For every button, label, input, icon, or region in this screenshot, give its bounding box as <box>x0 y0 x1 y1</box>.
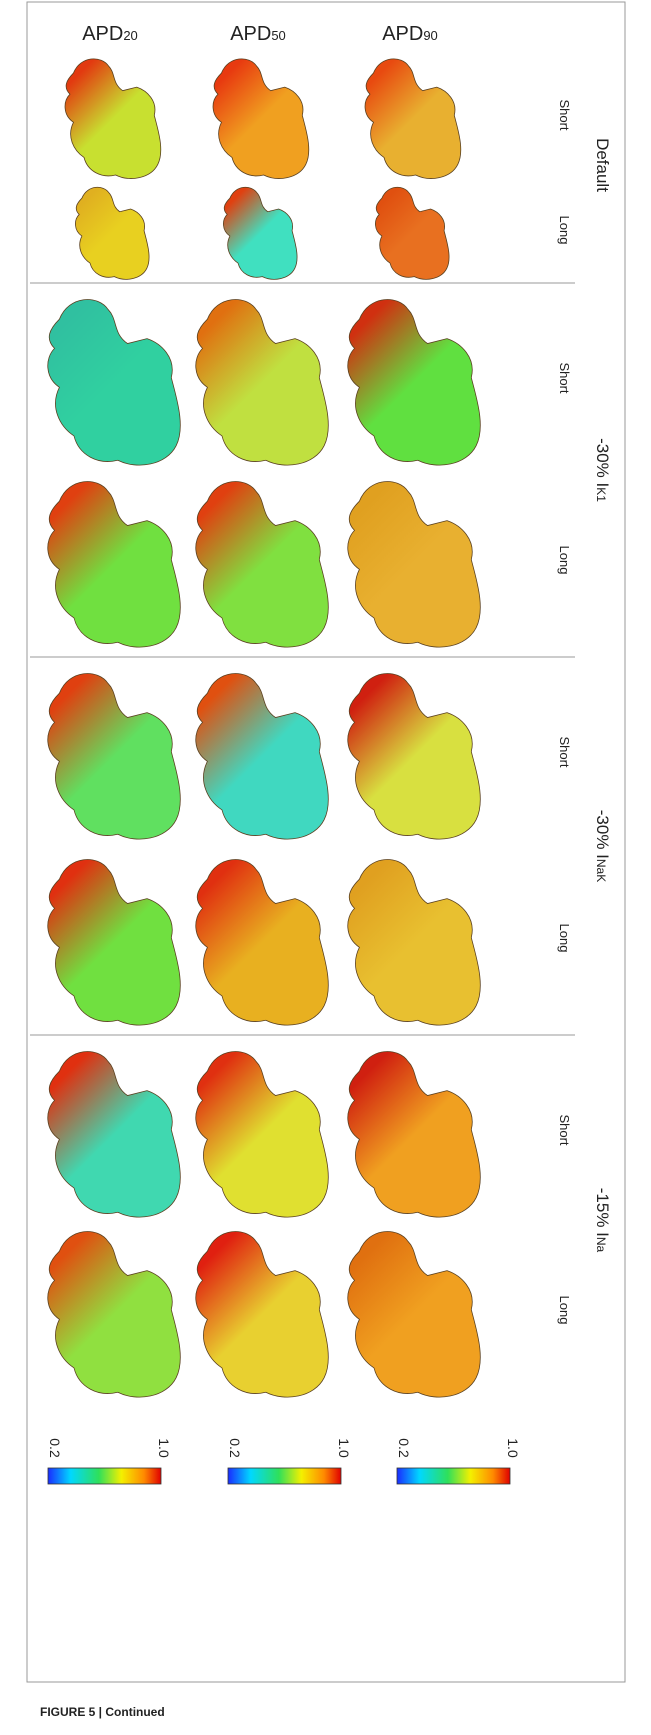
column-header: APD90 <box>382 23 438 45</box>
heart-map <box>48 1231 181 1397</box>
heart-map <box>65 59 161 179</box>
heart-map <box>48 1051 181 1217</box>
figure: FIGURE 5 | Continued APD20 APD50 APD90 Defa… <box>0 0 651 1735</box>
column-header: APD50 <box>230 23 286 45</box>
heart-map <box>348 1051 481 1217</box>
heart-map <box>48 673 181 839</box>
group-label: -15% INa <box>593 1188 612 1253</box>
group-label: -30% IK1 <box>593 438 612 502</box>
heart-map <box>348 859 481 1025</box>
row-label: Short <box>557 99 572 130</box>
heart-map <box>75 187 149 279</box>
heart-map <box>365 59 461 179</box>
column-header: APD20 <box>82 23 138 45</box>
heart-map <box>196 673 329 839</box>
colorbar <box>48 1468 161 1484</box>
heart-map <box>196 1051 329 1217</box>
row-label: Long <box>557 1296 572 1325</box>
heart-map <box>348 481 481 647</box>
heart-map <box>348 673 481 839</box>
colorbar-min: 0.2 <box>47 1438 63 1458</box>
heart-map <box>48 481 181 647</box>
heart-map <box>48 299 181 465</box>
heart-map <box>348 1231 481 1397</box>
heart-map <box>223 187 297 279</box>
page: FIGURE 5 | Continued APD20 APD50 APD90 Defa… <box>0 0 651 1735</box>
row-label: Long <box>557 924 572 953</box>
heart-map <box>348 299 481 465</box>
heart-map <box>196 859 329 1025</box>
colorbar-min: 0.2 <box>227 1438 243 1458</box>
heart-map <box>213 59 309 179</box>
colorbar-max: 1.0 <box>336 1438 352 1458</box>
heart-map <box>196 1231 329 1397</box>
group-label: Default <box>593 138 612 192</box>
row-label: Short <box>557 736 572 767</box>
row-label: Short <box>557 362 572 393</box>
colorbar-max: 1.0 <box>505 1438 521 1458</box>
row-label: Short <box>557 1114 572 1145</box>
colorbar-max: 1.0 <box>156 1438 172 1458</box>
heart-map <box>375 187 449 279</box>
group-label: -30% INaK <box>593 810 612 882</box>
heart-map <box>48 859 181 1025</box>
caption: FIGURE 5 | Continued <box>40 1705 165 1719</box>
heart-map <box>196 299 329 465</box>
colorbar <box>228 1468 341 1484</box>
heart-map <box>196 481 329 647</box>
row-label: Long <box>557 546 572 575</box>
colorbar <box>397 1468 510 1484</box>
row-label: Long <box>557 216 572 245</box>
colorbar-min: 0.2 <box>396 1438 412 1458</box>
